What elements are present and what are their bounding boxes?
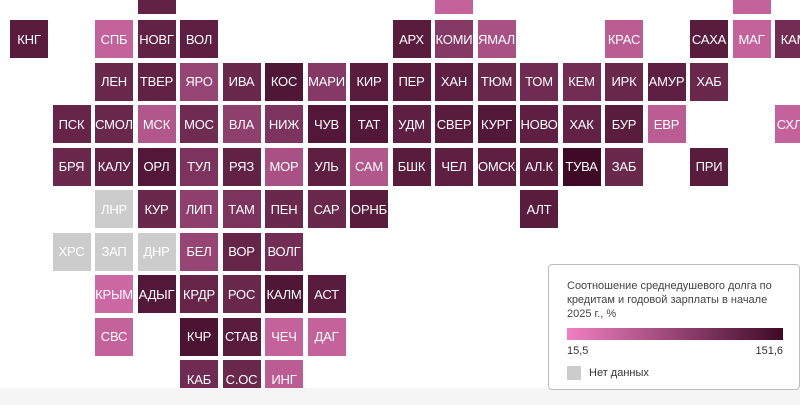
region-tile[interactable]: КЕМ <box>562 62 601 101</box>
region-tile[interactable]: ПЕР <box>392 62 431 101</box>
region-tile[interactable]: ДНР <box>137 232 176 271</box>
region-tile[interactable]: КОС <box>265 62 303 101</box>
region-tile[interactable]: ОРЛ <box>137 147 176 186</box>
region-tile[interactable]: СХЛН <box>775 105 800 143</box>
region-tile[interactable]: МАРИ <box>307 62 346 101</box>
region-tile[interactable]: ИВА <box>222 62 261 101</box>
region-tile[interactable]: ДАГ <box>307 317 346 356</box>
region-tile[interactable]: РЯЗ <box>222 147 261 186</box>
region-tile[interactable]: ЗАП <box>95 232 133 271</box>
region-tile[interactable]: СМОЛ <box>95 105 133 143</box>
region-tile[interactable]: УДМ <box>392 105 431 143</box>
region-tile[interactable]: ПЕН <box>265 190 303 228</box>
footer-strip <box>0 388 800 405</box>
legend-nodata-label: Нет данных <box>589 367 649 379</box>
region-tile[interactable]: ЛЕН <box>95 62 133 101</box>
region-tile[interactable]: ОМСК <box>477 147 516 186</box>
region-tile[interactable]: КРДР <box>180 275 218 313</box>
region-tile[interactable]: КУРГ <box>477 105 516 143</box>
region-tile[interactable]: ЕВР <box>647 105 686 143</box>
region-tile[interactable]: ИРК <box>605 62 643 101</box>
region-tile[interactable]: КУР <box>137 190 176 228</box>
region-tile[interactable]: РОС <box>222 275 261 313</box>
region-tile-partial[interactable] <box>137 0 176 14</box>
region-tile[interactable]: КАЛУ <box>95 147 133 186</box>
region-tile[interactable]: ВОР <box>222 232 261 271</box>
region-tile[interactable]: ХАБ <box>690 62 728 101</box>
region-tile[interactable]: САХА <box>690 20 728 58</box>
region-tile[interactable]: УЛЬ <box>307 147 346 186</box>
region-tile[interactable]: КОМИ <box>435 20 473 58</box>
legend-title: Соотношение среднедушевого долга по кред… <box>567 280 772 320</box>
region-tile[interactable]: АЛТ <box>520 190 558 228</box>
region-tile[interactable]: БЕЛ <box>180 232 218 271</box>
region-tile[interactable]: ХАН <box>435 62 473 101</box>
region-tile[interactable]: ХАК <box>562 105 601 143</box>
region-tile[interactable]: ПРИ <box>690 147 728 186</box>
region-tile[interactable]: МОР <box>265 147 303 186</box>
region-tile[interactable]: АЛ.К <box>520 147 558 186</box>
region-tile[interactable]: КНГ <box>10 20 48 58</box>
region-tile[interactable]: НИЖ <box>265 105 303 143</box>
region-tile[interactable]: СТАВ <box>222 317 261 356</box>
region-tile[interactable]: ЯМАЛ <box>477 20 516 58</box>
region-tile[interactable]: МОС <box>180 105 218 143</box>
region-tile[interactable]: НОВО <box>520 105 558 143</box>
region-tile[interactable]: МСК <box>137 105 176 143</box>
region-tile[interactable]: КРАС <box>605 20 643 58</box>
region-tile[interactable]: АМУР <box>647 62 686 101</box>
region-tile[interactable]: ЗАБ <box>605 147 643 186</box>
region-tile[interactable]: КАМ <box>775 20 800 58</box>
region-tile[interactable]: ПСК <box>52 105 91 143</box>
region-tile[interactable]: КЧР <box>180 317 218 356</box>
region-tile[interactable]: СВЕР <box>435 105 473 143</box>
region-tile[interactable]: ЧУВ <box>307 105 346 143</box>
legend-min-value: 15,5 <box>567 345 589 357</box>
region-tile[interactable]: ТВЕР <box>137 62 176 101</box>
region-tile[interactable]: ТАМ <box>222 190 261 228</box>
region-tile[interactable]: ЯРО <box>180 62 218 101</box>
legend-color-scale <box>567 328 783 340</box>
region-tile[interactable]: БРЯ <box>52 147 91 186</box>
region-tile[interactable]: БУР <box>605 105 643 143</box>
region-tile[interactable]: НОВГ <box>137 20 176 58</box>
region-tile[interactable]: СВС <box>95 317 133 356</box>
region-tile[interactable]: САР <box>307 190 346 228</box>
region-tile[interactable]: ВОЛГ <box>265 232 303 271</box>
legend: Соотношение среднедушевого долга по кред… <box>548 264 800 390</box>
region-tile-partial[interactable] <box>732 0 771 14</box>
region-tile[interactable]: ОРНБ <box>350 190 388 228</box>
region-tile[interactable]: ЧЕЧ <box>265 317 303 356</box>
region-tile[interactable]: АСТ <box>307 275 346 313</box>
region-tile[interactable]: ХРС <box>52 232 91 271</box>
region-tile[interactable]: ТУВА <box>562 147 601 186</box>
legend-nodata-swatch <box>567 366 581 380</box>
region-tile[interactable]: ЧЕЛ <box>435 147 473 186</box>
legend-max-value: 151,6 <box>755 345 783 357</box>
region-tile[interactable]: ТОМ <box>520 62 558 101</box>
region-tile[interactable]: ТЮМ <box>477 62 516 101</box>
region-tile[interactable]: ВОЛ <box>180 20 218 58</box>
region-tile[interactable]: АДЫГ <box>137 275 176 313</box>
region-tile[interactable]: КРЫМ <box>95 275 133 313</box>
region-tile[interactable]: ВЛА <box>222 105 261 143</box>
region-tile[interactable]: МАГ <box>732 20 771 58</box>
region-tile-partial[interactable] <box>435 0 473 14</box>
region-tile[interactable]: КАЛМ <box>265 275 303 313</box>
region-tile[interactable]: САМ <box>350 147 388 186</box>
region-tile[interactable]: ТУЛ <box>180 147 218 186</box>
region-tile[interactable]: ЛИП <box>180 190 218 228</box>
region-tile[interactable]: КИР <box>350 62 388 101</box>
region-tile[interactable]: АРХ <box>392 20 431 58</box>
region-tile[interactable]: СПБ <box>95 20 133 58</box>
region-tile[interactable]: ТАТ <box>350 105 388 143</box>
region-tile[interactable]: ЛНР <box>95 190 133 228</box>
region-tile[interactable]: БШК <box>392 147 431 186</box>
